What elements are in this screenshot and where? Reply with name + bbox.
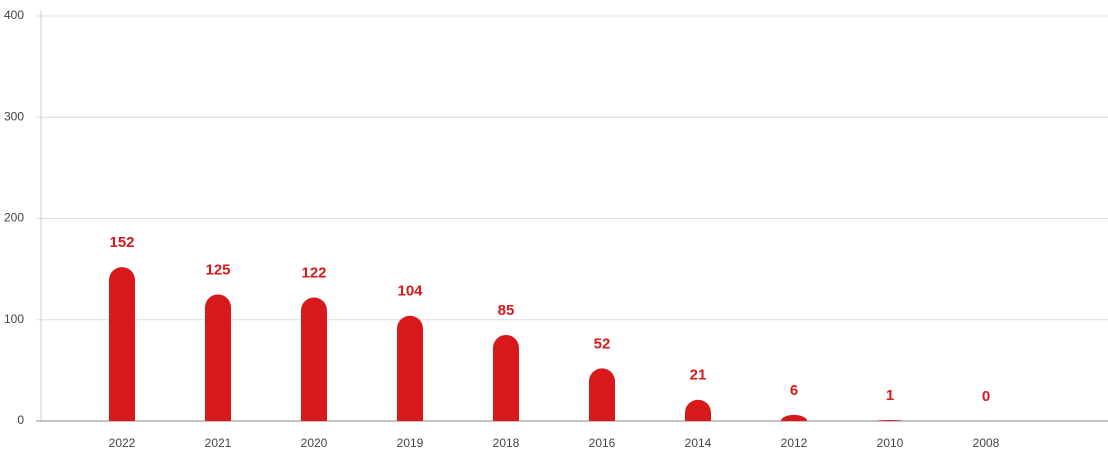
x-tick-label: 2010 [877,436,904,450]
value-label: 1 [886,387,894,404]
x-tick-label: 2018 [493,436,520,450]
y-tick-label: 0 [17,413,24,427]
bar [589,368,615,421]
x-tick-label: 2019 [397,436,424,450]
x-tick-label: 2020 [301,436,328,450]
bar [205,294,231,421]
bar [301,297,327,421]
bar [781,414,807,421]
value-label: 52 [594,335,611,352]
y-tick-label: 400 [4,8,24,22]
value-label: 6 [790,382,798,399]
x-tick-label: 2021 [205,436,232,450]
value-label: 125 [205,261,230,278]
bar [685,399,711,421]
value-label: 21 [690,367,707,384]
x-tick-label: 2012 [781,436,808,450]
y-tick-label: 300 [4,109,24,123]
x-tick-label: 2008 [973,436,1000,450]
value-label: 85 [498,302,515,319]
value-label: 0 [982,388,990,405]
bar [493,334,519,421]
bar [877,419,903,421]
value-label: 152 [109,234,134,251]
y-tick-label: 100 [4,312,24,326]
y-tick-label: 200 [4,211,24,225]
value-label: 122 [301,264,326,281]
bar [109,267,135,421]
bar [397,315,423,421]
x-tick-label: 2016 [589,436,616,450]
x-tick-label: 2014 [685,436,712,450]
x-tick-label: 2022 [109,436,136,450]
value-label: 104 [397,283,423,300]
